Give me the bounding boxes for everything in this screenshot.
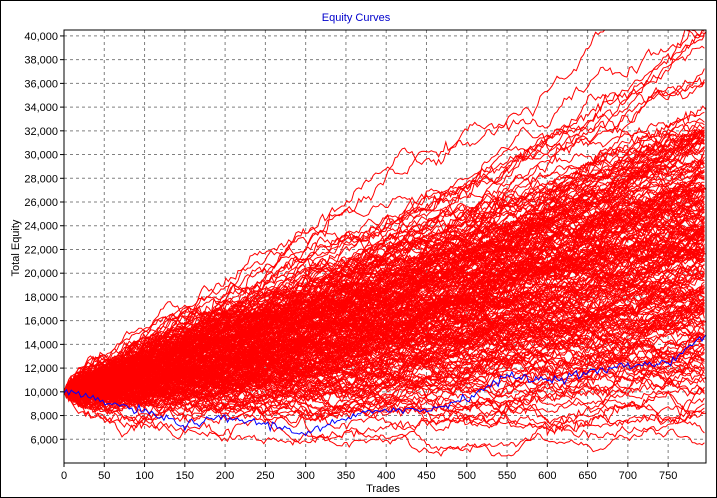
y-tick-label: 30,000 [24,150,58,162]
equity-curve [64,319,706,395]
equity-curve [64,318,705,398]
y-tick-label: 6,000 [30,434,58,446]
y-tick-label: 26,000 [24,197,58,209]
equity-curve [64,304,705,405]
equity-curve [64,111,705,393]
equity-curve [64,254,705,400]
equity-curve [64,272,705,393]
equity-curve [64,336,705,398]
highlighted-equity-curve [64,334,706,437]
x-tick-label: 300 [296,470,314,482]
x-tick-label: 150 [176,470,194,482]
y-tick-label: 28,000 [24,173,58,185]
equity-curve [64,246,705,408]
equity-curve [64,345,705,421]
y-tick-label: 20,000 [24,268,58,280]
equity-curve [64,376,706,419]
x-axis-ticks: 0 50 100 150 200 250 300 350 400 450 500 550 600 650 7… [61,463,677,482]
x-tick-label: 550 [498,470,516,482]
equity-curve [64,105,706,392]
y-tick-label: 12,000 [24,363,58,375]
y-tick-label: 16,000 [24,316,58,328]
equity-curve [64,280,705,403]
y-tick-label: 18,000 [24,292,58,304]
x-tick-label: 0 [61,470,67,482]
x-tick-label: 500 [458,470,476,482]
x-tick-label: 600 [538,470,556,482]
x-axis-title: Trades [366,483,400,495]
highlighted-curve-layer [64,334,706,437]
x-tick-label: 450 [417,470,435,482]
x-tick-label: 700 [619,470,637,482]
y-tick-label: 38,000 [24,55,58,67]
equity-curve [64,359,705,429]
equity-curve [64,68,705,394]
x-tick-label: 400 [377,470,395,482]
equity-curve [64,165,705,393]
equity-curve [64,383,705,415]
x-tick-label: 650 [578,470,596,482]
equity-curve [64,224,705,403]
y-tick-label: 34,000 [24,102,58,114]
equity-curve [64,241,705,398]
y-tick-label: 14,000 [24,339,58,351]
x-tick-label: 200 [216,470,234,482]
y-tick-label: 22,000 [24,244,58,256]
equity-curve [64,203,705,401]
equity-curve [64,304,705,408]
y-tick-label: 8,000 [30,411,58,423]
y-tick-label: 24,000 [24,221,58,233]
equity-curve [64,317,705,395]
y-tick-label: 36,000 [24,78,58,90]
equity-curve [64,188,705,403]
equity-curve [64,186,705,398]
equity-curve [64,302,705,438]
y-tick-label: 40,000 [24,31,58,43]
y-axis-ticks: 6,000 8,000 10,000 12,000 14,000 16,000 18,000… [24,31,64,446]
y-tick-label: 10,000 [24,387,58,399]
equity-curve [64,200,705,392]
x-tick-label: 350 [337,470,355,482]
x-tick-label: 100 [135,470,153,482]
x-tick-label: 250 [256,470,274,482]
equity-curve [64,391,705,457]
chart-title: Equity Curves [322,12,391,24]
equity-curve [64,252,705,398]
equity-curve [64,81,705,398]
equity-curve [64,184,706,394]
equity-curve [64,391,706,446]
equity-curve [64,31,706,394]
equity-curves-layer [64,30,706,457]
plot-area-border [63,29,707,464]
x-tick-label: 50 [98,470,110,482]
equity-curve [64,368,705,410]
y-tick-label: 32,000 [24,126,58,138]
equity-curve [64,230,705,397]
equity-curve [64,252,706,398]
x-tick-label: 750 [659,470,677,482]
y-axis-title: Total Equity [10,219,22,276]
equity-curve [64,307,705,407]
equity-curve [64,172,705,401]
equity-curve [64,377,705,430]
